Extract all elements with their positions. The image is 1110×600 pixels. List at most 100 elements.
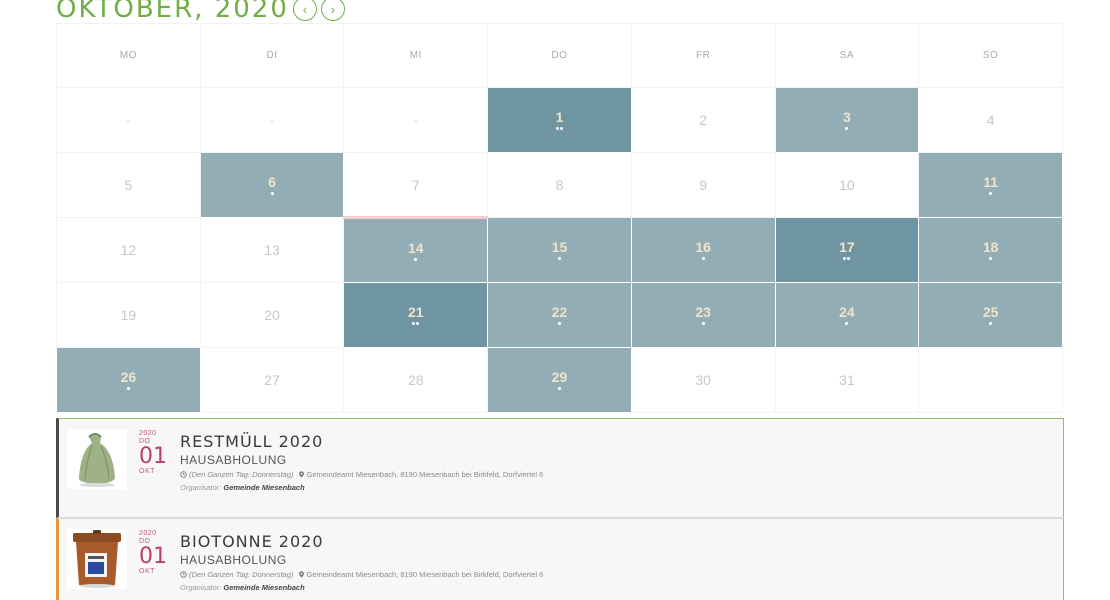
- calendar-day-20[interactable]: 20: [199, 282, 345, 348]
- day-number: 10: [839, 177, 855, 193]
- calendar-day-15[interactable]: 15: [487, 217, 632, 283]
- event-indicator-dots: [919, 257, 1062, 261]
- event-list: 2020 DO 01 OKT RESTMÜLL 2020 HAUSABHOLUN…: [56, 418, 1064, 600]
- calendar-day-7[interactable]: 7: [343, 152, 489, 218]
- event-indicator-dots: [57, 387, 200, 391]
- event-dot: [845, 322, 849, 325]
- calendar-week-row: 12 13 14 15 16 17 18: [56, 216, 1063, 283]
- event-info: RESTMÜLL 2020 HAUSABHOLUNG (Den Ganzen T…: [180, 419, 543, 517]
- event-dot: [701, 322, 705, 325]
- organizer-name: Gemeinde Miesenbach: [223, 583, 305, 592]
- event-weekday: DO: [139, 438, 151, 445]
- calendar-day-empty: -: [199, 87, 345, 153]
- calendar-day-11[interactable]: 11: [918, 152, 1063, 218]
- calendar-day-30[interactable]: 30: [630, 347, 776, 413]
- calendar-day-19[interactable]: 19: [56, 282, 201, 348]
- calendar-day-25[interactable]: 25: [918, 282, 1063, 348]
- event-dot: [989, 257, 993, 260]
- event-card-biotonne[interactable]: 2020 DO 01 OKT BIOTONNE 2020 HAUSABHOLUN…: [56, 518, 1064, 600]
- calendar-day-10[interactable]: 10: [774, 152, 920, 218]
- calendar-day-31[interactable]: 31: [774, 347, 920, 413]
- event-title[interactable]: RESTMÜLL 2020: [180, 432, 324, 451]
- event-dot: [126, 387, 130, 390]
- calendar-day-21[interactable]: 21: [343, 282, 489, 348]
- calendar-day-3[interactable]: 3: [774, 87, 920, 153]
- event-dot: [557, 257, 561, 260]
- day-number: 17: [839, 239, 855, 255]
- event-dot: [989, 322, 993, 325]
- calendar-day-empty: -: [56, 87, 201, 153]
- calendar-day-26[interactable]: 26: [56, 347, 201, 413]
- calendar-day-29[interactable]: 29: [487, 347, 632, 413]
- day-number: 23: [695, 304, 711, 320]
- calendar-day-9[interactable]: 9: [630, 152, 776, 218]
- calendar-day-6[interactable]: 6: [199, 152, 345, 218]
- event-title[interactable]: BIOTONNE 2020: [180, 532, 324, 551]
- day-number: 31: [839, 372, 855, 388]
- day-number: 21: [407, 304, 424, 320]
- event-location: Gemeindeamt Miesenbach, 8190 Miesenbach …: [306, 470, 544, 479]
- event-indicator-dots: [919, 192, 1062, 196]
- event-location: Gemeindeamt Miesenbach, 8190 Miesenbach …: [306, 570, 544, 579]
- event-indicator-dots: [201, 192, 344, 196]
- calendar-day-24[interactable]: 24: [774, 282, 920, 348]
- calendar-day-4[interactable]: 4: [918, 87, 1063, 153]
- calendar-day-empty: [918, 347, 1063, 413]
- weekday-mo: MO: [56, 23, 201, 88]
- day-number: 15: [551, 239, 568, 255]
- day-number: 8: [555, 177, 564, 193]
- day-number: 6: [268, 174, 276, 190]
- next-month-button[interactable]: ›: [320, 0, 345, 21]
- event-card-restmuell[interactable]: 2020 DO 01 OKT RESTMÜLL 2020 HAUSABHOLUN…: [56, 418, 1064, 518]
- day-number: 19: [120, 307, 137, 323]
- event-dot: [989, 192, 993, 195]
- event-organizer: Organisator: Gemeinde Miesenbach: [180, 581, 543, 594]
- map-pin-icon: [298, 571, 304, 578]
- event-meta: (Den Ganzen Tag: Donnerstag) Gemeindeamt…: [180, 468, 543, 481]
- calendar-day-16[interactable]: 16: [630, 217, 776, 283]
- calendar-week-row: 5 6 7 8 9 10 11: [56, 152, 1063, 218]
- calendar-day-28[interactable]: 28: [343, 347, 489, 413]
- calendar-day-13[interactable]: 13: [199, 217, 345, 283]
- day-number: 22: [551, 304, 568, 320]
- event-indicator-dots: [776, 257, 919, 261]
- event-dot: [843, 257, 847, 260]
- calendar-day-17[interactable]: 17: [774, 217, 920, 283]
- event-month: OKT: [139, 568, 155, 575]
- event-date: 2020 DO 01 OKT: [139, 519, 173, 600]
- day-number: 2: [699, 112, 708, 128]
- weekday-fr: FR: [630, 23, 776, 88]
- calendar-day-empty: -: [343, 87, 489, 153]
- calendar-day-2[interactable]: 2: [630, 87, 776, 153]
- calendar-day-5[interactable]: 5: [56, 152, 201, 218]
- event-day: 01: [139, 444, 167, 469]
- event-indicator-dots: [344, 257, 487, 262]
- event-meta: (Den Ganzen Tag: Donnerstag) Gemeindeamt…: [180, 568, 543, 581]
- day-number: 9: [699, 177, 708, 193]
- calendar-day-8[interactable]: 8: [487, 152, 632, 218]
- day-number: 7: [411, 176, 420, 193]
- day-number: 20: [264, 307, 280, 323]
- day-number: 29: [551, 369, 568, 385]
- calendar-day-18[interactable]: 18: [918, 217, 1063, 283]
- event-day: 01: [139, 544, 167, 569]
- weekday-mi: MI: [343, 23, 489, 88]
- event-dot: [557, 322, 561, 325]
- day-number: 18: [982, 239, 999, 255]
- day-number: 14: [407, 239, 424, 256]
- day-number: 26: [120, 369, 137, 385]
- month-calendar: MO DI MI DO FR SA SO - - -1 2 3 4 5 6 7 8 9 10 11 12 1…: [56, 23, 1063, 413]
- trash-bag-icon: [67, 429, 127, 489]
- weekday-do: DO: [487, 23, 632, 88]
- day-number: 3: [842, 109, 851, 125]
- calendar-day-27[interactable]: 27: [199, 347, 345, 413]
- calendar-day-1[interactable]: 1: [487, 87, 632, 153]
- event-dot: [416, 322, 420, 325]
- calendar-day-22[interactable]: 22: [487, 282, 632, 348]
- calendar-day-12[interactable]: 12: [56, 217, 201, 283]
- event-dot: [845, 127, 849, 130]
- calendar-day-14[interactable]: 14: [343, 216, 489, 283]
- calendar-day-23[interactable]: 23: [630, 282, 776, 348]
- prev-month-button[interactable]: ‹: [292, 0, 317, 21]
- event-dot: [557, 387, 561, 390]
